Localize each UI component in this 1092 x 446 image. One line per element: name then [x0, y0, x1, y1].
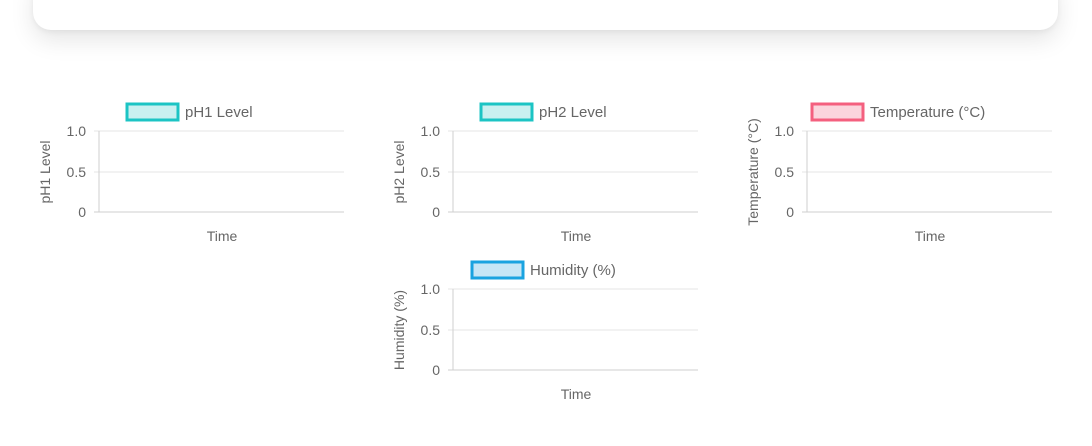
y-tick-label: 1.0 — [421, 281, 441, 297]
temperature-chart: Temperature (°C) 1.0 0.5 0 Temperature (… — [741, 95, 1071, 245]
humidity-chart: Humidity (%) 1.0 0.5 0 Humidity (%) Time — [387, 253, 717, 403]
y-tick-label: 0 — [432, 362, 440, 378]
x-axis-title: Time — [561, 228, 592, 244]
y-axis-title: Temperature (°C) — [745, 118, 761, 226]
y-tick-label: 0.5 — [421, 322, 441, 338]
temperature-chart-svg: Temperature (°C) 1.0 0.5 0 Temperature (… — [745, 102, 1052, 244]
y-tick-label: 0.5 — [67, 164, 87, 180]
ph2-chart: pH2 Level 1.0 0.5 0 pH2 Level Time — [387, 95, 717, 245]
y-tick-label: 1.0 — [421, 123, 441, 139]
x-axis-title: Time — [207, 228, 238, 244]
y-tick-label: 0 — [78, 204, 86, 220]
legend-swatch[interactable] — [810, 102, 865, 122]
ph2-chart-svg: pH2 Level 1.0 0.5 0 pH2 Level Time — [391, 102, 698, 244]
top-card — [33, 0, 1058, 30]
legend-label[interactable]: pH2 Level — [539, 104, 607, 121]
y-tick-label: 0 — [786, 204, 794, 220]
y-axis-title: pH2 Level — [391, 140, 407, 203]
y-tick-label: 1.0 — [67, 123, 87, 139]
x-axis-title: Time — [915, 228, 946, 244]
y-tick-label: 0.5 — [775, 164, 795, 180]
legend-swatch[interactable] — [479, 102, 534, 122]
humidity-chart-svg: Humidity (%) 1.0 0.5 0 Humidity (%) Time — [391, 260, 698, 402]
legend-label[interactable]: Humidity (%) — [530, 262, 616, 279]
y-tick-label: 0.5 — [421, 164, 441, 180]
y-axis-title: Humidity (%) — [391, 290, 407, 370]
legend-label[interactable]: pH1 Level — [185, 104, 253, 121]
y-tick-label: 1.0 — [775, 123, 795, 139]
y-axis-title: pH1 Level — [37, 140, 53, 203]
ph1-chart-svg: pH1 Level 1.0 0.5 0 pH1 Level Time — [37, 102, 344, 244]
y-tick-label: 0 — [432, 204, 440, 220]
legend-label[interactable]: Temperature (°C) — [870, 104, 985, 121]
legend-swatch[interactable] — [125, 102, 180, 122]
legend-swatch[interactable] — [470, 260, 525, 280]
ph1-chart: pH1 Level 1.0 0.5 0 pH1 Level Time — [33, 95, 363, 245]
x-axis-title: Time — [561, 386, 592, 402]
